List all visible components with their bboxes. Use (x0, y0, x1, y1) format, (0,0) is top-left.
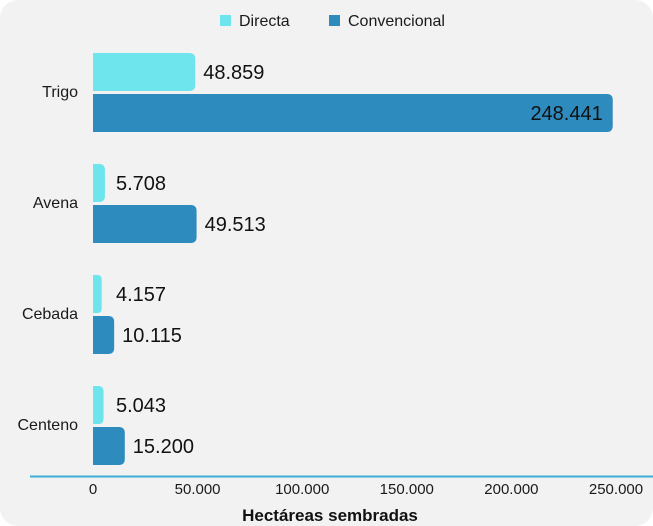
bar-cebada-directa (93, 275, 102, 313)
data-label-centeno-convencional: 15.200 (133, 436, 194, 458)
category-label-centeno: Centeno (18, 417, 79, 434)
x-tick-label: 0 (89, 481, 97, 498)
legend-swatch-directa (220, 15, 231, 26)
bar-trigo-directa (93, 53, 196, 91)
x-axis-title: Hectáreas sembradas (242, 506, 418, 525)
x-axis: 0 50.000 100.000 150.000 200.000 250.000 (30, 475, 653, 498)
x-tick-label: 150.000 (380, 481, 434, 498)
data-label-trigo-convencional: 248.441 (530, 103, 602, 125)
legend: Directa Convencional (220, 13, 445, 30)
legend-label-directa: Directa (239, 13, 290, 30)
x-tick-label: 200.000 (484, 481, 538, 498)
data-label-trigo-directa: 48.859 (203, 62, 264, 84)
bar-avena-directa (93, 164, 105, 202)
x-tick-label: 50.000 (175, 481, 221, 498)
data-label-centeno-directa: 5.043 (116, 395, 166, 417)
bar-avena-convencional (93, 205, 197, 243)
bar-trigo-convencional (93, 94, 613, 132)
category-label-trigo: Trigo (42, 84, 78, 101)
bar-centeno-convencional (93, 427, 125, 465)
x-tick-label: 100.000 (275, 481, 329, 498)
data-label-cebada-directa: 4.157 (116, 284, 166, 306)
bar-cebada-convencional (93, 316, 115, 354)
data-label-avena-convencional: 49.513 (205, 214, 266, 236)
legend-swatch-convencional (329, 15, 340, 26)
bar-centeno-directa (93, 386, 104, 424)
data-label-cebada-convencional: 10.115 (122, 325, 182, 347)
legend-label-convencional: Convencional (348, 13, 445, 30)
x-tick-label: 250.000 (589, 481, 643, 498)
category-label-avena: Avena (33, 195, 78, 212)
data-label-avena-directa: 5.708 (116, 173, 166, 195)
category-label-cebada: Cebada (22, 306, 78, 323)
bars: Trigo 48.859 248.441 Avena 5.708 49.513 Cebada… (18, 53, 613, 465)
